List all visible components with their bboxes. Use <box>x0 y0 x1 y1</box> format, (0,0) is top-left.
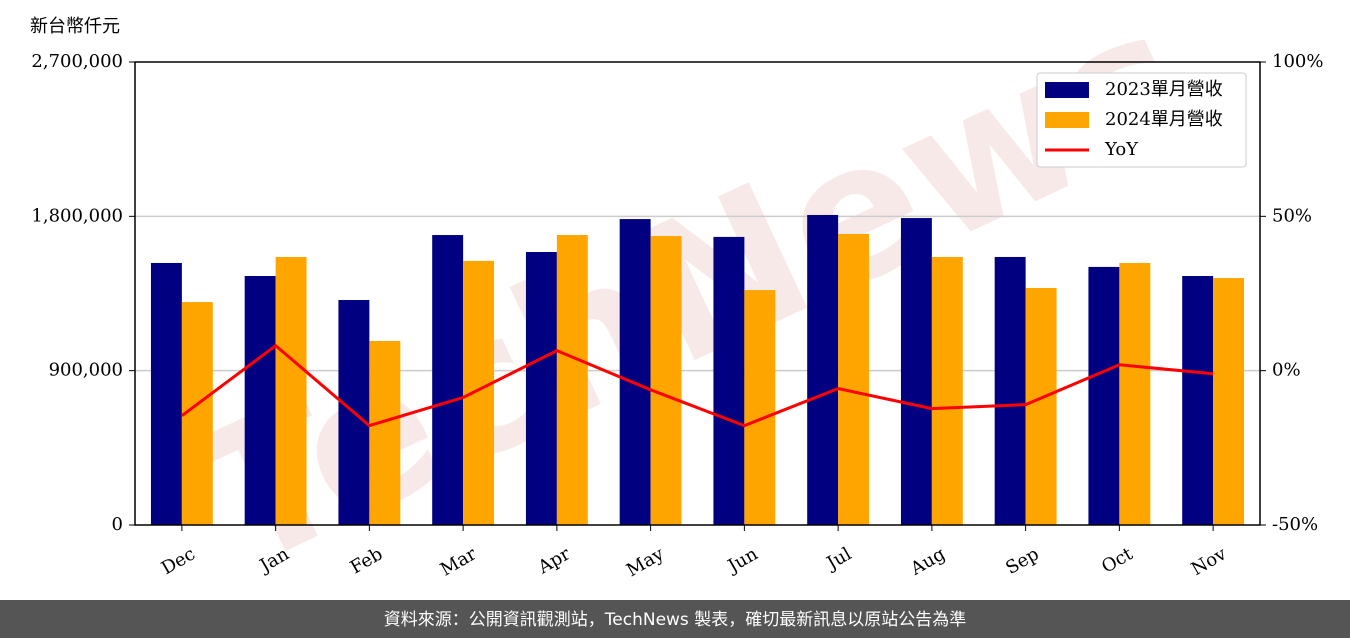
legend-label: 2023單月營收 <box>1105 79 1223 100</box>
footer-band <box>0 600 1350 638</box>
x-tick-label: Dec <box>158 543 199 579</box>
legend-box <box>1036 72 1247 168</box>
x-tick-label: May <box>623 543 668 581</box>
legend: 2023單月營收 2024單月營收 YoY <box>1036 72 1247 168</box>
x-tick-label: Mar <box>437 543 481 580</box>
bar <box>807 214 839 525</box>
x-tick-label: Sep <box>1002 543 1042 578</box>
bar <box>713 236 745 525</box>
line <box>180 343 1214 428</box>
bar <box>1119 262 1151 525</box>
bar <box>1088 266 1120 525</box>
y2-tick-label: -50% <box>1272 514 1318 535</box>
x-tick-label: Aug <box>906 543 949 580</box>
plot-frame <box>134 61 1261 526</box>
legend-swatch <box>1045 112 1089 128</box>
y-tick-label: 0 <box>112 514 123 535</box>
bar <box>556 235 588 525</box>
x-tick-label: Jul <box>822 543 856 575</box>
bar <box>1182 276 1214 525</box>
bar <box>744 290 776 525</box>
bar <box>463 260 495 525</box>
bar <box>650 236 682 525</box>
bar <box>1025 288 1057 525</box>
bar <box>432 235 464 525</box>
bar <box>369 341 401 525</box>
bar <box>1213 278 1245 525</box>
legend-label: 2024單月營收 <box>1105 109 1223 130</box>
y-tick-label: 900,000 <box>49 360 123 381</box>
bar <box>244 276 276 525</box>
y-tick-label: 1,800,000 <box>31 205 123 226</box>
footer: 資料來源：公開資訊觀測站，TechNews 製表，確切最新訊息以原站公告為準 <box>384 610 966 630</box>
x-tick-label: Apr <box>534 543 574 578</box>
y-tick-label: 2,700,000 <box>31 51 123 72</box>
bar <box>150 262 182 525</box>
y2-tick-label: 100% <box>1272 51 1323 72</box>
y2-tick-label: 0% <box>1272 360 1301 381</box>
y2-tick-label: 50% <box>1272 205 1312 226</box>
bar <box>931 256 963 525</box>
bar <box>994 256 1026 525</box>
x-tick-label: Oct <box>1098 543 1137 578</box>
bar <box>275 256 307 525</box>
x-tick-label: Nov <box>1188 543 1231 580</box>
bar <box>900 218 932 525</box>
bar <box>838 233 870 526</box>
x-tick-label: Jun <box>723 543 762 578</box>
y-unit-label: 新台幣仟元 <box>30 16 120 37</box>
bar <box>525 252 557 526</box>
bar <box>619 219 651 526</box>
legend-label: YoY <box>1104 139 1139 160</box>
legend-swatch <box>1045 82 1089 98</box>
